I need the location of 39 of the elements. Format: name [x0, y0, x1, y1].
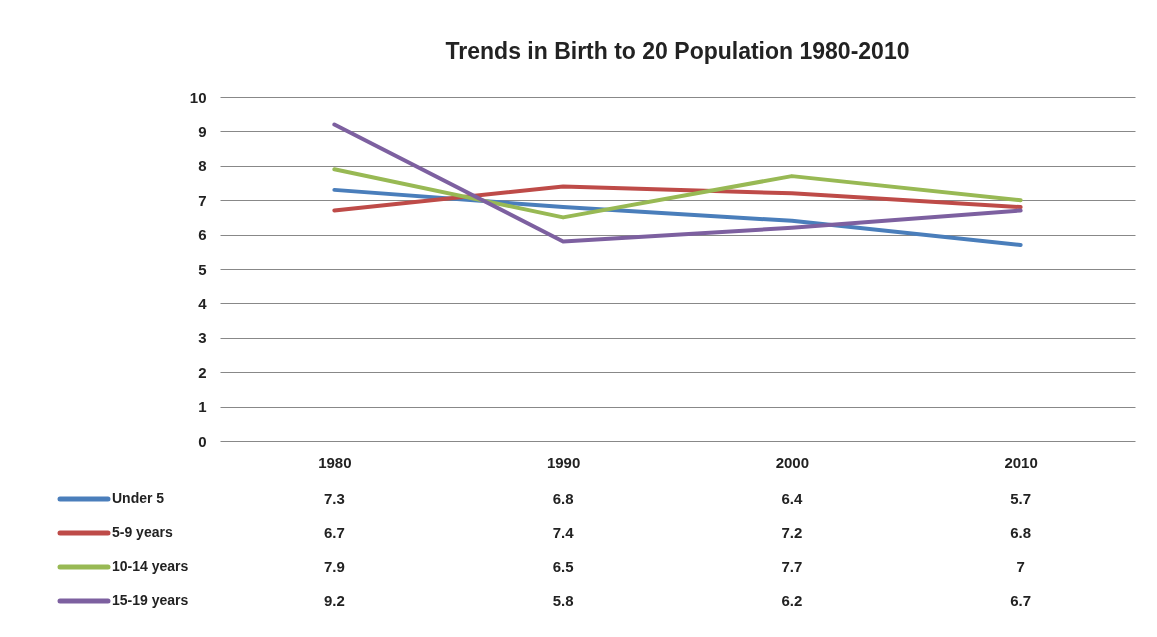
y-tick-label: 10	[189, 88, 207, 106]
data-label: 6.5	[552, 558, 574, 575]
data-label: 6.8	[1010, 524, 1032, 541]
y-tick-label: 6	[198, 226, 207, 244]
legend-label: Under 5	[112, 490, 165, 506]
x-tick-label: 2000	[775, 453, 810, 471]
data-label: 6.4	[781, 490, 803, 507]
y-tick-label: 7	[198, 191, 207, 209]
data-label: 5.8	[552, 592, 574, 609]
x-tick-label: 1980	[318, 453, 352, 471]
x-tick-label: 2010	[1004, 453, 1038, 471]
data-label: 7	[1016, 558, 1025, 575]
data-label: 9.2	[323, 592, 345, 609]
data-label: 7.3	[323, 490, 345, 507]
y-tick-label: 1	[198, 398, 207, 416]
legend-label: 10-14 years	[112, 558, 189, 574]
y-tick-label: 9	[198, 122, 207, 140]
data-label: 7.4	[552, 524, 575, 541]
data-label: 6.7	[1010, 592, 1032, 609]
legend-label: 15-19 years	[112, 592, 189, 608]
line-series	[332, 184, 1023, 213]
y-tick-label: 5	[198, 260, 207, 278]
x-tick-label: 1990	[546, 453, 581, 471]
data-label: 5.7	[1010, 490, 1032, 507]
data-label: 7.2	[781, 524, 803, 541]
legend-label: 5-9 years	[112, 524, 173, 540]
data-label: 6.8	[552, 490, 574, 507]
line-series	[332, 122, 1023, 244]
line-series	[332, 167, 1023, 220]
data-label: 6.2	[781, 592, 803, 609]
data-label: 6.7	[323, 524, 345, 541]
data-label: 7.7	[781, 558, 803, 575]
y-tick-label: 2	[198, 363, 207, 381]
data-label: 7.9	[323, 558, 345, 575]
y-tick-label: 4	[198, 294, 208, 312]
y-tick-label: 0	[198, 432, 207, 450]
chart-title: Trends in Birth to 20 Population 1980-2010	[445, 38, 910, 64]
y-tick-label: 3	[198, 329, 207, 347]
y-tick-label: 8	[198, 157, 207, 175]
